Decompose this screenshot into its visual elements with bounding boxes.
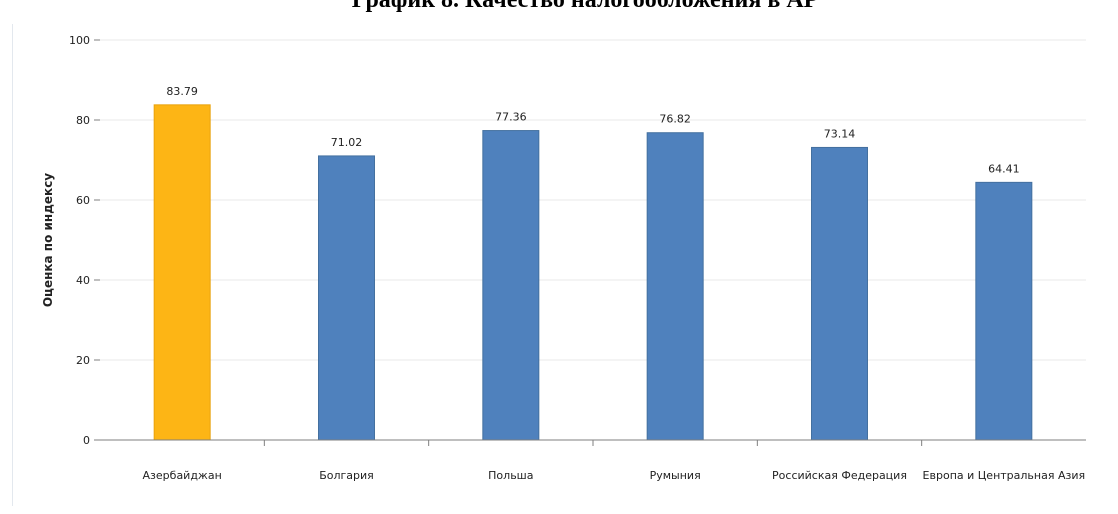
axes bbox=[94, 39, 1086, 446]
bar bbox=[811, 146, 868, 441]
bar bbox=[646, 132, 704, 441]
data-label: 77.36 bbox=[495, 111, 527, 124]
bar bbox=[318, 155, 375, 441]
data-label: 71.02 bbox=[331, 136, 363, 149]
data-label: 76.82 bbox=[659, 113, 691, 126]
left-border bbox=[12, 24, 13, 506]
x-tick-label: Российская Федерация bbox=[772, 469, 907, 482]
data-label: 64.41 bbox=[988, 162, 1020, 175]
bars bbox=[153, 104, 1033, 441]
y-tick-label: 0 bbox=[83, 434, 90, 447]
y-tick-label: 80 bbox=[76, 114, 90, 127]
labels: 0 20 40 60 80 100 83.79 Азербайджан 71.02 Болгари… bbox=[69, 34, 1085, 482]
y-tick-label: 40 bbox=[76, 274, 90, 287]
y-tick-label: 20 bbox=[76, 354, 90, 367]
bar bbox=[975, 181, 1033, 441]
data-label: 83.79 bbox=[166, 85, 198, 98]
x-tick-label: Румыния bbox=[650, 469, 701, 482]
gridlines bbox=[100, 39, 1086, 361]
x-tick-label: Болгария bbox=[319, 469, 374, 482]
x-tick-label: Азербайджан bbox=[143, 469, 222, 482]
data-label: 73.14 bbox=[824, 127, 856, 140]
y-tick-label: 60 bbox=[76, 194, 90, 207]
bar bbox=[482, 130, 540, 441]
bar bbox=[153, 104, 211, 441]
x-tick-label: Польша bbox=[488, 469, 533, 482]
page-title: График 8. Качество налогообложения в АР bbox=[351, 0, 819, 13]
y-axis-label: Оценка по индексу bbox=[41, 173, 55, 307]
y-tick-label: 100 bbox=[69, 34, 90, 47]
x-tick-label: Европа и Центральная Азия bbox=[923, 469, 1086, 482]
